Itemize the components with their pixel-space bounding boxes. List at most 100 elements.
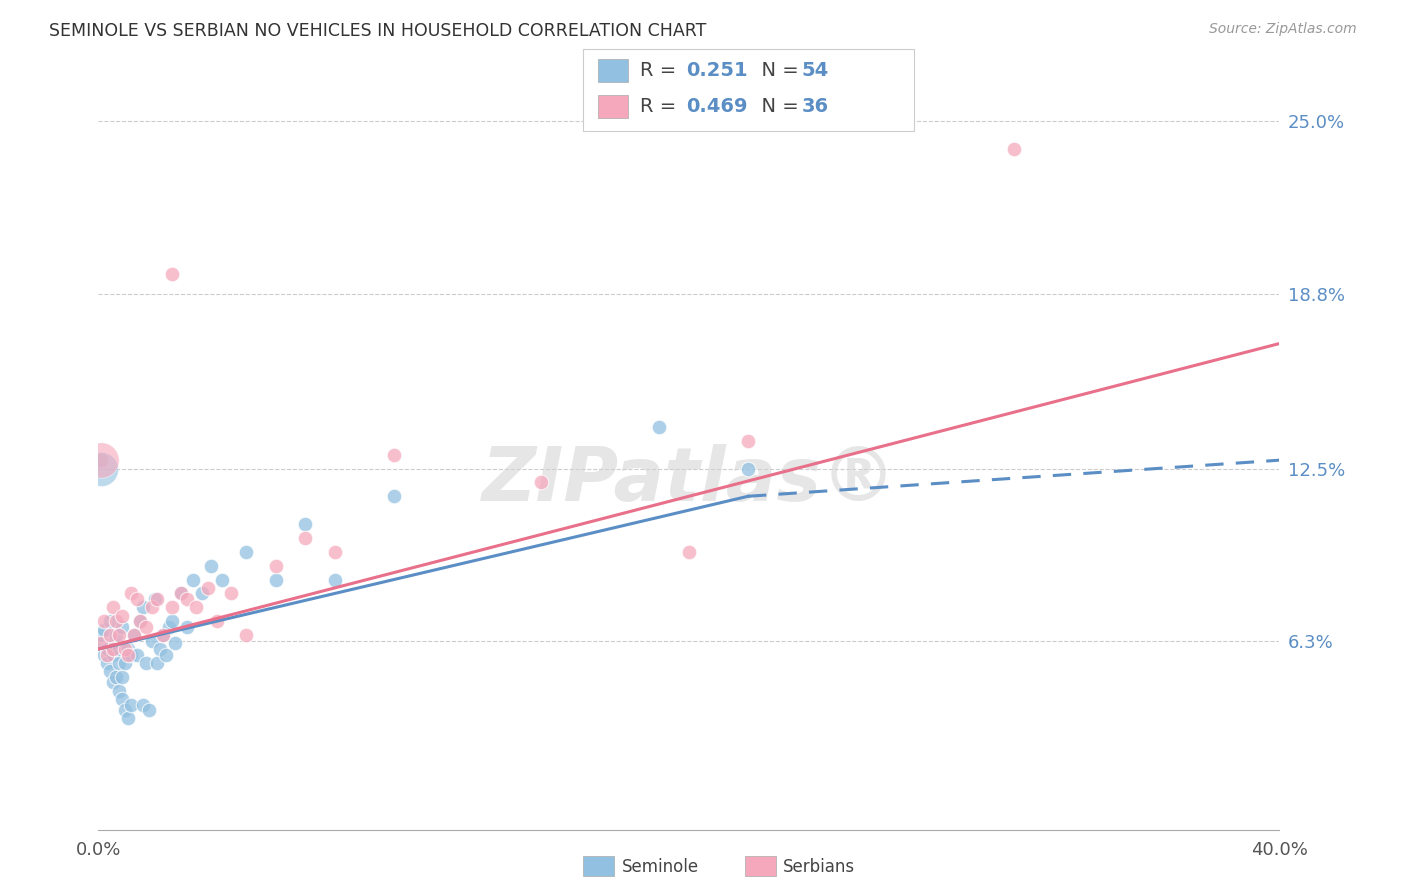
Point xyxy=(165,636,187,650)
Point xyxy=(200,558,222,573)
Point xyxy=(648,420,671,434)
Point xyxy=(90,453,112,467)
Point xyxy=(105,628,128,642)
Point xyxy=(111,620,134,634)
Point xyxy=(152,628,174,642)
Point xyxy=(90,461,112,475)
Point xyxy=(125,592,148,607)
Point xyxy=(264,573,287,587)
Point xyxy=(197,581,219,595)
Point xyxy=(235,545,257,559)
Point xyxy=(108,656,131,670)
Point xyxy=(264,558,287,573)
Point xyxy=(323,545,346,559)
Point xyxy=(155,648,177,662)
Point xyxy=(117,642,139,657)
Point xyxy=(128,614,150,628)
Text: 0.469: 0.469 xyxy=(686,96,748,116)
Point xyxy=(96,648,118,662)
Point xyxy=(103,642,125,657)
Point xyxy=(181,573,204,587)
Point xyxy=(176,620,198,634)
Point xyxy=(141,633,163,648)
Point xyxy=(125,648,148,662)
Point xyxy=(162,267,183,281)
Point xyxy=(103,600,125,615)
Point xyxy=(146,656,169,670)
Point xyxy=(93,623,115,637)
Text: ZIPatlas®: ZIPatlas® xyxy=(481,444,897,517)
Point xyxy=(108,642,131,657)
Point xyxy=(737,461,759,475)
Point xyxy=(98,614,121,628)
Point xyxy=(96,656,118,670)
Text: N =: N = xyxy=(749,96,806,116)
Point xyxy=(122,628,145,642)
Point xyxy=(294,531,316,545)
Point xyxy=(122,628,145,642)
Point xyxy=(152,628,174,642)
Point xyxy=(149,642,172,657)
Point xyxy=(120,698,142,712)
Text: 0.251: 0.251 xyxy=(686,61,748,80)
Point xyxy=(382,448,405,462)
Point xyxy=(108,628,131,642)
Point xyxy=(117,648,139,662)
Point xyxy=(162,600,183,615)
Point xyxy=(176,592,198,607)
Point xyxy=(135,620,157,634)
Point xyxy=(184,600,207,615)
Point xyxy=(141,600,163,615)
Text: Seminole: Seminole xyxy=(621,858,699,876)
Point xyxy=(678,545,700,559)
Point xyxy=(103,636,125,650)
Point xyxy=(135,656,157,670)
Point xyxy=(294,517,316,532)
Point xyxy=(90,453,112,467)
Point xyxy=(157,620,180,634)
Point xyxy=(530,475,553,490)
Point xyxy=(211,573,233,587)
Text: 36: 36 xyxy=(801,96,828,116)
Point xyxy=(191,586,214,600)
Point xyxy=(205,614,228,628)
Text: R =: R = xyxy=(640,96,682,116)
Point xyxy=(132,698,155,712)
Text: N =: N = xyxy=(749,61,806,80)
Point xyxy=(146,592,169,607)
Point xyxy=(143,592,166,607)
Point xyxy=(128,614,150,628)
Point xyxy=(90,628,112,642)
Point xyxy=(90,633,112,648)
Point xyxy=(105,670,128,684)
Point xyxy=(221,586,243,600)
Point xyxy=(111,608,134,623)
Point xyxy=(114,642,136,657)
Point xyxy=(96,642,118,657)
Point xyxy=(117,711,139,725)
Point xyxy=(114,656,136,670)
Text: R =: R = xyxy=(640,61,682,80)
Point xyxy=(132,600,155,615)
Point xyxy=(235,628,257,642)
Point xyxy=(737,434,759,448)
Text: SEMINOLE VS SERBIAN NO VEHICLES IN HOUSEHOLD CORRELATION CHART: SEMINOLE VS SERBIAN NO VEHICLES IN HOUSE… xyxy=(49,22,707,40)
Point xyxy=(120,586,142,600)
Point xyxy=(1002,142,1025,156)
Point xyxy=(93,614,115,628)
Point xyxy=(138,703,160,717)
Point xyxy=(103,648,125,662)
Point xyxy=(98,665,121,679)
Text: Source: ZipAtlas.com: Source: ZipAtlas.com xyxy=(1209,22,1357,37)
Point xyxy=(170,586,193,600)
Point xyxy=(111,670,134,684)
Point xyxy=(111,692,134,706)
Point xyxy=(105,614,128,628)
Point xyxy=(120,648,142,662)
Point xyxy=(98,628,121,642)
Point xyxy=(114,703,136,717)
Point xyxy=(323,573,346,587)
Text: 54: 54 xyxy=(801,61,828,80)
Point xyxy=(108,683,131,698)
Point xyxy=(162,614,183,628)
